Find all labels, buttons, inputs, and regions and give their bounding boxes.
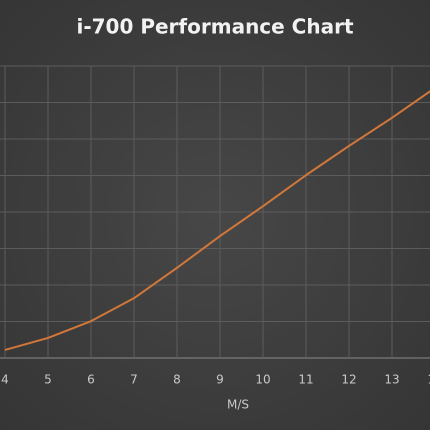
x-tick-label: 13 <box>384 373 399 387</box>
x-tick-label: 6 <box>87 373 95 387</box>
x-tick-label: 8 <box>173 373 181 387</box>
data-line <box>4 90 430 351</box>
x-tick-label: 7 <box>130 373 138 387</box>
x-tick-label: 4 <box>1 373 9 387</box>
x-tick-label: 10 <box>255 373 270 387</box>
x-tick-label: 5 <box>44 373 52 387</box>
x-tick-label: 12 <box>341 373 356 387</box>
x-axis-label: M/S <box>227 398 249 412</box>
x-tick-label: 11 <box>298 373 313 387</box>
x-tick-label: 9 <box>216 373 224 387</box>
x-tick-label: 14 <box>427 373 430 387</box>
chart-title: i-700 Performance Chart <box>76 15 353 39</box>
